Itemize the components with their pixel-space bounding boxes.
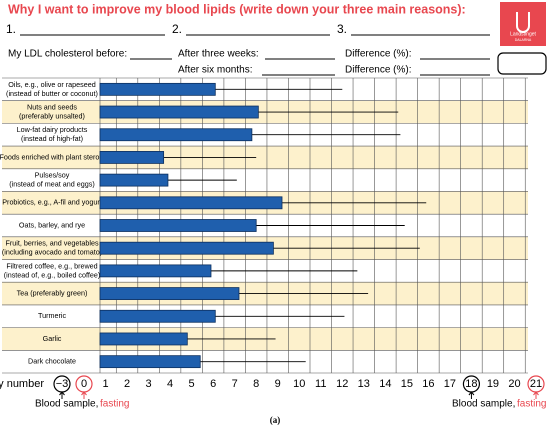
annotation: Blood sample, (452, 399, 515, 410)
bar (99, 332, 188, 346)
x-tick-label: 11 (315, 378, 326, 390)
category-label: Dark chocolate (28, 357, 76, 366)
x-tick-label: 17 (444, 378, 456, 390)
arrow-head (468, 391, 475, 396)
x-tick-label: 20 (508, 378, 520, 390)
x-tick-label: 1 (102, 378, 108, 390)
x-tick-label: 14 (379, 378, 391, 390)
x-tick-label: 7 (232, 378, 238, 390)
x-tick-label: −3 (56, 378, 69, 390)
reason-number: 3. (337, 22, 347, 36)
x-tick-label: 6 (210, 378, 216, 390)
category-label: Oats, barley, and rye (19, 220, 85, 229)
annotation: fasting (100, 399, 129, 410)
arrow-head (81, 391, 87, 396)
category-label: (preferably unsalted) (19, 111, 85, 120)
x-tick-label: 21 (530, 378, 542, 390)
x-tick-label: 16 (422, 378, 434, 390)
form-label: Difference (%): (345, 49, 412, 60)
form-label: My LDL cholesterol before: (8, 49, 127, 60)
category-label: Filtrered coffee, e.g., brewed (6, 261, 97, 270)
reason-number: 1. (6, 22, 16, 36)
category-label: (instead of meat and eggs) (9, 180, 95, 189)
category-label: Pulses/soy (35, 171, 70, 180)
bar (99, 264, 212, 278)
form-label: Difference (%): (345, 65, 412, 76)
x-tick-label: 18 (465, 378, 477, 390)
category-label: Tea (preferably green) (17, 288, 88, 297)
category-label: Garlic (43, 334, 62, 343)
logo (500, 2, 546, 46)
x-tick-label: 15 (401, 378, 413, 390)
x-tick-label: 12 (336, 378, 348, 390)
form-label: After six months: (178, 65, 252, 76)
annotation: fasting (517, 399, 546, 410)
x-tick-label: 4 (167, 378, 173, 390)
x-tick-label: 13 (358, 378, 370, 390)
category-label: (instead of high-fat) (21, 134, 83, 143)
bar (99, 309, 216, 323)
logo-text: Landstinget (510, 31, 536, 37)
category-label: Oils, e.g., olive or rapeseed (8, 80, 96, 89)
x-tick-label: 19 (487, 378, 499, 390)
category-label: Nuts and seeds (27, 102, 77, 111)
category-label: Probiotics, e.g., A-fil and yogurt (2, 198, 101, 207)
category-label: (instead of butter or coconut) (6, 89, 98, 98)
category-label: (instead of, e.g., boiled coffee) (4, 270, 101, 279)
arrow-head (59, 391, 65, 396)
bar (99, 241, 274, 255)
arrow-head (533, 391, 539, 396)
bar (99, 219, 257, 232)
category-label: (including avocado and tomato) (2, 248, 102, 257)
bar (99, 105, 259, 119)
annotation: Blood sample, (35, 399, 98, 410)
x-tick-label: 9 (275, 378, 281, 390)
category-label: Fruit, berries, and vegetables (5, 239, 98, 248)
category-label: Foods enriched with plant sterols (0, 152, 105, 161)
x-tick-label: 2 (124, 378, 130, 390)
panel-label: (a) (270, 415, 281, 425)
result-box (497, 52, 547, 75)
category-label: Turmeric (38, 311, 66, 320)
chart-title: Why I want to improve my blood lipids (w… (8, 2, 466, 16)
x-tick-label: 3 (146, 378, 152, 390)
bar (99, 173, 169, 187)
category-label: Low-fat dairy products (17, 125, 88, 134)
x-axis-label: Day number (0, 378, 44, 390)
reason-number: 2. (172, 22, 182, 36)
logo-text: DALARNA (515, 38, 532, 42)
x-tick-label: 0 (81, 378, 87, 390)
bar (99, 128, 253, 142)
logo-mark (516, 12, 530, 33)
bar (99, 82, 216, 96)
x-tick-label: 8 (253, 378, 259, 390)
x-tick-label: 10 (293, 378, 305, 390)
bar (99, 355, 201, 369)
bar (99, 196, 283, 210)
bar (99, 287, 240, 300)
form-label: After three weeks: (178, 49, 259, 60)
x-tick-label: 5 (189, 378, 195, 390)
bar (99, 151, 165, 164)
